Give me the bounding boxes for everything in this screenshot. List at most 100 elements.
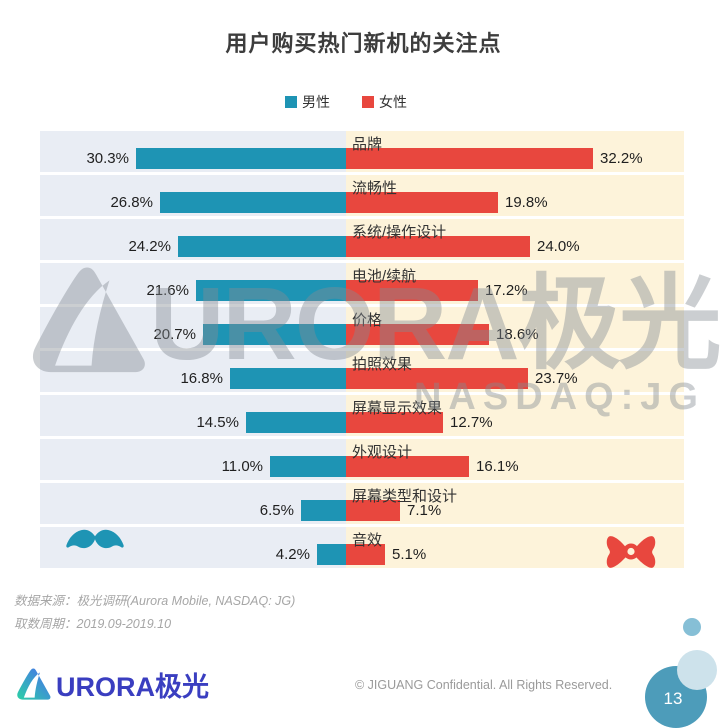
aurora-logo: URORA极光 — [14, 665, 209, 704]
bar-line: 24.2% 24.0% — [40, 236, 684, 257]
legend-female-label: 女性 — [379, 94, 407, 110]
category-label: 价格 — [352, 312, 383, 329]
male-zone: 21.6% — [40, 280, 346, 301]
chart-row: 外观设计 11.0% 16.1% — [40, 439, 684, 480]
bar-line: 4.2% 5.1% — [40, 544, 684, 565]
male-swatch-icon — [285, 96, 297, 108]
chart-row: 价格 20.7% 18.6% — [40, 307, 684, 348]
row-right-background — [346, 483, 684, 524]
bar-line: 16.8% 23.7% — [40, 368, 684, 389]
male-bar — [246, 412, 346, 433]
male-value-label: 21.6% — [146, 282, 189, 299]
female-value-label: 23.7% — [535, 370, 578, 387]
female-zone: 19.8% — [346, 192, 684, 213]
chart-row: 流畅性 26.8% 19.8% — [40, 175, 684, 216]
male-value-label: 26.8% — [110, 194, 153, 211]
female-bar — [346, 324, 489, 345]
male-value-label: 16.8% — [180, 370, 223, 387]
male-zone: 20.7% — [40, 324, 346, 345]
female-bar — [346, 544, 385, 565]
female-zone: 23.7% — [346, 368, 684, 389]
chart-row: 音效 4.2% 5.1% — [40, 527, 684, 568]
chart-row: 品牌 30.3% 32.2% — [40, 131, 684, 172]
female-zone: 24.0% — [346, 236, 684, 257]
female-value-label: 12.7% — [450, 414, 493, 431]
category-label: 屏幕显示效果 — [352, 400, 443, 417]
female-bar — [346, 236, 530, 257]
decor-circle-light — [677, 650, 717, 690]
male-zone: 4.2% — [40, 544, 346, 565]
female-bar — [346, 412, 443, 433]
female-zone: 32.2% — [346, 148, 684, 169]
category-label: 屏幕类型和设计 — [352, 488, 458, 505]
female-value-label: 18.6% — [496, 326, 539, 343]
female-zone: 5.1% — [346, 544, 684, 565]
male-zone: 30.3% — [40, 148, 346, 169]
female-swatch-icon — [362, 96, 374, 108]
footer-bar: URORA极光 © JIGUANG Confidential. All Righ… — [0, 655, 727, 728]
male-bar — [317, 544, 346, 565]
male-bar — [230, 368, 346, 389]
legend-male-label: 男性 — [302, 94, 330, 110]
category-label: 拍照效果 — [352, 356, 413, 373]
female-bar — [346, 280, 478, 301]
bar-line: 11.0% 16.1% — [40, 456, 684, 477]
male-zone: 24.2% — [40, 236, 346, 257]
male-value-label: 11.0% — [221, 458, 263, 475]
male-bar — [203, 324, 346, 345]
male-bar — [196, 280, 346, 301]
female-value-label: 19.8% — [505, 194, 548, 211]
chart-row: 屏幕类型和设计 6.5% 7.1% — [40, 483, 684, 524]
male-bar — [178, 236, 346, 257]
category-label: 音效 — [352, 532, 383, 549]
chart-row: 拍照效果 16.8% 23.7% — [40, 351, 684, 392]
bar-line: 6.5% 7.1% — [40, 500, 684, 521]
female-zone: 16.1% — [346, 456, 684, 477]
page-title: 用户购买热门新机的关注点 — [225, 31, 502, 56]
page-number: 13 — [663, 689, 683, 708]
bow-icon — [606, 531, 656, 577]
female-value-label: 32.2% — [600, 150, 643, 167]
female-value-label: 16.1% — [476, 458, 519, 475]
female-value-label: 5.1% — [392, 546, 427, 563]
logo-text: URORA极光 — [56, 672, 209, 702]
female-zone: 18.6% — [346, 324, 684, 345]
female-bar — [346, 368, 528, 389]
female-zone: 7.1% — [346, 500, 684, 521]
female-bar — [346, 148, 593, 169]
female-bar — [346, 192, 498, 213]
legend-item-male: 男性 — [285, 92, 330, 112]
female-zone: 17.2% — [346, 280, 684, 301]
chart-row: 系统/操作设计 24.2% 24.0% — [40, 219, 684, 260]
chart-row: 屏幕显示效果 14.5% 12.7% — [40, 395, 684, 436]
male-zone: 6.5% — [40, 500, 346, 521]
male-value-label: 24.2% — [128, 238, 171, 255]
male-value-label: 30.3% — [86, 150, 129, 167]
male-bar — [301, 500, 346, 521]
male-zone: 16.8% — [40, 368, 346, 389]
female-value-label: 17.2% — [485, 282, 528, 299]
decor-circle-dot — [683, 618, 701, 636]
copyright-text: © JIGUANG Confidential. All Rights Reser… — [355, 678, 613, 692]
male-value-label: 14.5% — [196, 414, 239, 431]
bar-line: 21.6% 17.2% — [40, 280, 684, 301]
row-left-background — [40, 483, 346, 524]
mustache-icon — [64, 527, 126, 558]
male-value-label: 4.2% — [275, 546, 310, 563]
bar-line: 30.3% 32.2% — [40, 148, 684, 169]
bar-line: 20.7% 18.6% — [40, 324, 684, 345]
female-value-label: 24.0% — [537, 238, 580, 255]
source-line: 数据来源：极光调研(Aurora Mobile, NASDAQ: JG) — [14, 594, 296, 608]
bar-line: 26.8% 19.8% — [40, 192, 684, 213]
male-value-label: 6.5% — [259, 502, 294, 519]
female-bar — [346, 456, 469, 477]
category-label: 电池/续航 — [352, 268, 417, 285]
category-label: 品牌 — [352, 136, 383, 153]
female-value-label: 7.1% — [407, 502, 442, 519]
period-line: 取数周期：2019.09-2019.10 — [14, 617, 172, 631]
male-bar — [160, 192, 346, 213]
category-label: 外观设计 — [352, 444, 413, 461]
aurora-logo-mark-icon — [17, 668, 51, 700]
category-label: 系统/操作设计 — [352, 224, 447, 241]
